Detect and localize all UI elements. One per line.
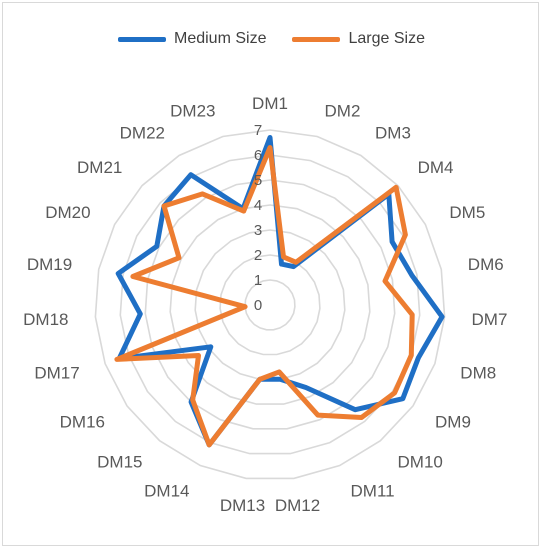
category-label-dm21: DM21 bbox=[77, 158, 122, 177]
category-label-dm12: DM12 bbox=[275, 496, 320, 515]
grid-ring-3 bbox=[194, 229, 346, 381]
category-label-dm7: DM7 bbox=[472, 310, 508, 329]
category-label-dm3: DM3 bbox=[375, 123, 411, 142]
series-line-0 bbox=[115, 135, 445, 448]
legend-label-medium: Medium Size bbox=[174, 30, 267, 47]
chart-frame bbox=[2, 2, 539, 546]
tick-label-7: 7 bbox=[254, 122, 262, 139]
category-label-dm9: DM9 bbox=[435, 413, 471, 432]
category-label-dm22: DM22 bbox=[120, 123, 165, 142]
grid-ring-1 bbox=[244, 279, 296, 331]
grid-ring-6 bbox=[119, 154, 421, 455]
category-label-dm4: DM4 bbox=[418, 158, 454, 177]
category-label-dm18: DM18 bbox=[23, 310, 68, 329]
grid-ring-2 bbox=[219, 254, 321, 356]
category-label-dm1: DM1 bbox=[252, 94, 288, 113]
category-label-dm8: DM8 bbox=[460, 364, 496, 383]
legend-label-large: Large Size bbox=[348, 30, 425, 47]
category-label-dm14: DM14 bbox=[144, 481, 189, 500]
grid-ring-4 bbox=[169, 204, 371, 405]
tick-label-2: 2 bbox=[254, 247, 262, 264]
series-line-1 bbox=[114, 145, 415, 448]
tick-label-3: 3 bbox=[254, 222, 262, 239]
category-label-dm20: DM20 bbox=[45, 203, 90, 222]
tick-label-1: 1 bbox=[254, 272, 262, 289]
category-label-dm16: DM16 bbox=[60, 413, 105, 432]
tick-label-4: 4 bbox=[254, 197, 262, 214]
category-label-dm23: DM23 bbox=[170, 102, 215, 121]
legend-item-large: Large Size bbox=[292, 30, 425, 48]
category-label-dm2: DM2 bbox=[325, 102, 361, 121]
category-label-dm17: DM17 bbox=[34, 364, 79, 383]
grid-ring-7 bbox=[94, 129, 446, 480]
category-label-dm6: DM6 bbox=[468, 255, 504, 274]
radar-series bbox=[114, 135, 445, 448]
legend-swatch-large bbox=[292, 36, 341, 42]
radial-tick-labels: 0 1 2 3 4 5 6 7 bbox=[254, 122, 262, 314]
tick-label-0: 0 bbox=[254, 297, 262, 314]
category-label-dm5: DM5 bbox=[449, 203, 485, 222]
legend-item-medium: Medium Size bbox=[118, 30, 266, 48]
category-label-dm15: DM15 bbox=[97, 453, 142, 472]
tick-label-5: 5 bbox=[254, 172, 262, 189]
radar-grid bbox=[94, 129, 446, 480]
tick-label-6: 6 bbox=[254, 147, 262, 164]
category-label-dm19: DM19 bbox=[27, 255, 72, 274]
grid-ring-5 bbox=[144, 179, 396, 430]
category-label-dm10: DM10 bbox=[398, 453, 443, 472]
legend-swatch-medium bbox=[118, 36, 166, 42]
category-label-dm13: DM13 bbox=[220, 496, 265, 515]
legend: Medium Size Large Size bbox=[0, 30, 543, 48]
category-label-dm11: DM11 bbox=[351, 481, 395, 500]
